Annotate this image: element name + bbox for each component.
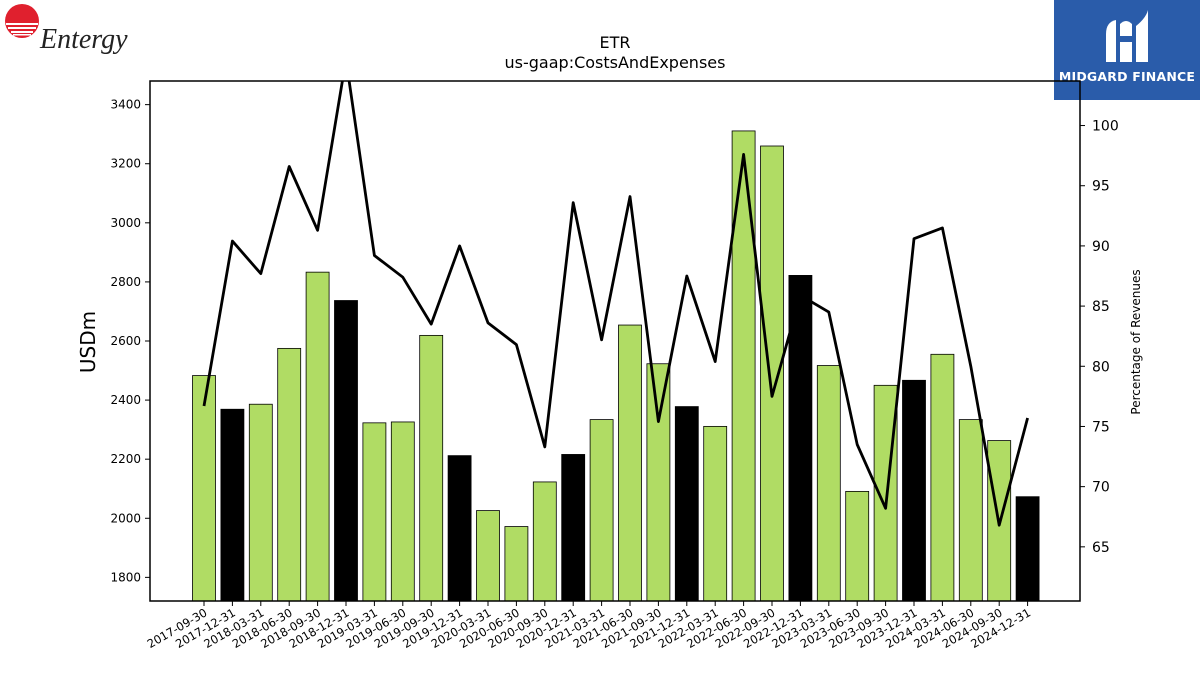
y2-tick-label-100: 100 — [1092, 119, 1119, 135]
bar-2018-09-30 — [305, 271, 330, 601]
bar-2023-06-30 — [845, 490, 870, 601]
bar-2022-12-31 — [788, 275, 813, 601]
bar-2022-06-30 — [731, 130, 756, 601]
entergy-logo-text: Entergy — [39, 24, 128, 55]
bar-2019-03-31 — [362, 422, 387, 601]
bar-2020-06-30 — [504, 526, 529, 601]
midgard-logo-mark — [1106, 10, 1148, 62]
midgard-logo-text: MIDGARD FINANCE — [1058, 69, 1196, 84]
y2-tick-label-80: 80 — [1092, 359, 1110, 375]
bar-2021-03-31 — [589, 419, 614, 601]
y-tick-label-1800: 1800 — [110, 570, 141, 584]
bar-2017-09-30 — [192, 375, 216, 601]
bar-2021-12-31 — [674, 406, 699, 601]
line-series — [202, 81, 1029, 527]
bar-2023-12-31 — [902, 379, 926, 601]
bar-2020-12-31 — [561, 454, 586, 601]
bar-2024-12-31 — [1015, 496, 1040, 601]
bar-2019-06-30 — [390, 421, 415, 601]
y-tick-label-2800: 2800 — [110, 275, 141, 289]
y2-tick-label-70: 70 — [1092, 480, 1110, 496]
y2-tick-label-85: 85 — [1092, 299, 1110, 315]
midgard-finance-logo: MIDGARD FINANCE — [1054, 0, 1200, 100]
y2-tick-label-90: 90 — [1092, 239, 1110, 255]
bar-2022-09-30 — [760, 145, 784, 601]
bar-2019-12-31 — [447, 455, 472, 601]
entergy-logo: Entergy — [4, 4, 144, 59]
y-axis-label: USDm — [76, 311, 100, 373]
bar-2024-03-31 — [930, 353, 955, 601]
entergy-logo-mark: Entergy — [5, 4, 128, 55]
bar-2018-06-30 — [277, 347, 302, 601]
chart-title: ETR — [600, 33, 631, 52]
bar-2018-12-31 — [334, 300, 358, 601]
bar-2017-12-31 — [220, 408, 245, 601]
left-y-axis: 1800 2000 2200 2400 2600 2800 3000 3200 3400 — [110, 98, 150, 584]
y-tick-label-3000: 3000 — [110, 216, 141, 230]
bar-series — [192, 130, 1040, 601]
bar-2024-06-30 — [958, 419, 983, 601]
bar-2019-09-30 — [419, 334, 444, 601]
y2-tick-label-65: 65 — [1092, 540, 1110, 556]
bar-2018-03-31 — [248, 403, 273, 601]
percentage-line — [202, 81, 1029, 527]
bar-2023-03-31 — [816, 365, 841, 601]
bar-2020-03-31 — [476, 510, 500, 601]
y-tick-label-2400: 2400 — [110, 393, 141, 407]
bar-2021-06-30 — [618, 324, 642, 601]
y2-axis-label: Percentage of Revenues — [1129, 269, 1143, 414]
bar-2021-09-30 — [646, 363, 671, 601]
y-tick-label-2000: 2000 — [110, 511, 141, 525]
bar-2023-09-30 — [873, 384, 898, 601]
bar-2020-09-30 — [532, 481, 557, 601]
y2-tick-label-95: 95 — [1092, 179, 1110, 195]
y2-tick-label-75: 75 — [1092, 419, 1110, 435]
chart-subtitle: us-gaap:CostsAndExpenses — [505, 53, 726, 72]
y-tick-label-3200: 3200 — [110, 157, 141, 171]
right-y-axis: 65 70 75 80 85 90 95 100 — [1080, 119, 1119, 556]
y-tick-label-2200: 2200 — [110, 452, 141, 466]
bar-2022-03-31 — [703, 425, 728, 601]
x-axis: 2017-09-302017-12-312018-03-312018-06-30… — [145, 601, 1033, 651]
y-tick-label-3400: 3400 — [110, 98, 141, 112]
y-tick-label-2600: 2600 — [110, 334, 141, 348]
